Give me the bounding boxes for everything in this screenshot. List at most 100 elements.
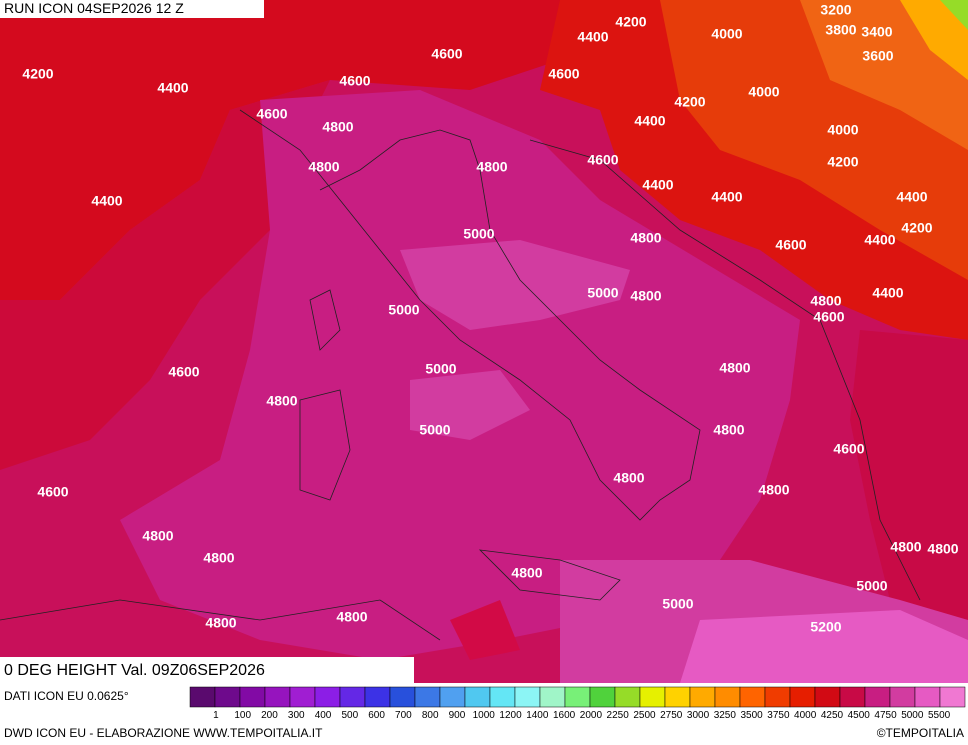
contour-label: 4400 bbox=[91, 193, 122, 209]
legend-label: 4000 bbox=[794, 710, 817, 721]
contour-label: 4400 bbox=[864, 232, 895, 248]
color-legend: 1 100 200 300 400 500 600 700 800 900 1000 1200 1400… bbox=[189, 686, 966, 721]
contour-labels: 4200 4400 4000 3200 3800 3400 3600 4200 4400 4600… bbox=[22, 2, 958, 635]
legend-swatch bbox=[314, 686, 341, 708]
legend-swatch bbox=[364, 686, 391, 708]
coastline bbox=[299, 389, 351, 501]
contour-label: 4600 bbox=[339, 73, 370, 89]
legend-label: 2250 bbox=[607, 710, 630, 721]
contour-label: 3800 bbox=[825, 22, 856, 38]
legend-swatch bbox=[889, 686, 916, 708]
contour-label: 4600 bbox=[813, 309, 844, 325]
legend-label: 3000 bbox=[687, 710, 710, 721]
legend-swatch bbox=[789, 686, 816, 708]
legend-swatch bbox=[864, 686, 891, 708]
contour-label: 4800 bbox=[203, 550, 234, 566]
contour-label: 5000 bbox=[419, 422, 450, 438]
contour-label: 4400 bbox=[711, 189, 742, 205]
contour-label: 4800 bbox=[927, 541, 958, 557]
legend-swatch bbox=[289, 686, 316, 708]
contour-label: 4000 bbox=[711, 26, 742, 42]
legend-swatch bbox=[514, 686, 541, 708]
contour-label: 4600 bbox=[833, 441, 864, 457]
contour-label: 4800 bbox=[713, 422, 744, 438]
contour-label: 4200 bbox=[22, 66, 53, 82]
legend-swatch bbox=[639, 686, 666, 708]
legend-swatch bbox=[689, 686, 716, 708]
contour-label: 5000 bbox=[662, 596, 693, 612]
contour-label: 4800 bbox=[322, 119, 353, 135]
source-text: DATI ICON EU 0.0625° bbox=[4, 689, 129, 703]
contour-label: 4800 bbox=[630, 288, 661, 304]
contour-label: 4800 bbox=[511, 565, 542, 581]
legend-label: 200 bbox=[261, 710, 278, 721]
legend-label: 2500 bbox=[633, 710, 656, 721]
legend-label: 5500 bbox=[928, 710, 951, 721]
legend-swatch bbox=[739, 686, 766, 708]
contour-label: 4400 bbox=[157, 80, 188, 96]
contour-label: 4800 bbox=[336, 609, 367, 625]
run-title: RUN ICON 04SEP2026 12 Z bbox=[4, 0, 184, 16]
legend-label: 3250 bbox=[714, 710, 737, 721]
contour-label: 4600 bbox=[256, 106, 287, 122]
legend-label: 800 bbox=[422, 710, 439, 721]
legend-label: 500 bbox=[341, 710, 358, 721]
contour-label: 4200 bbox=[901, 220, 932, 236]
contour-label: 4200 bbox=[615, 14, 646, 30]
contour-label: 4800 bbox=[308, 159, 339, 175]
legend-swatch bbox=[414, 686, 441, 708]
legend-swatch bbox=[539, 686, 566, 708]
contour-label: 4800 bbox=[630, 230, 661, 246]
legend-label: 1200 bbox=[499, 710, 522, 721]
legend-swatch bbox=[814, 686, 841, 708]
legend-label: 2750 bbox=[660, 710, 683, 721]
field-box bbox=[0, 657, 414, 683]
contour-label: 4800 bbox=[142, 528, 173, 544]
contour-label: 4200 bbox=[674, 94, 705, 110]
legend-swatch bbox=[489, 686, 516, 708]
legend-label: 400 bbox=[315, 710, 332, 721]
legend-label: 4750 bbox=[874, 710, 897, 721]
legend-label: 700 bbox=[395, 710, 412, 721]
legend-swatch bbox=[339, 686, 366, 708]
coastline bbox=[0, 599, 441, 641]
contour-label: 4400 bbox=[577, 29, 608, 45]
legend-swatch bbox=[764, 686, 791, 708]
legend-label: 100 bbox=[234, 710, 251, 721]
legend-label: 3500 bbox=[740, 710, 763, 721]
legend-swatch bbox=[714, 686, 741, 708]
contour-label: 4800 bbox=[810, 293, 841, 309]
contour-label: 5000 bbox=[856, 578, 887, 594]
contour-label: 5200 bbox=[810, 619, 841, 635]
coastline bbox=[309, 289, 341, 351]
contour-label: 4800 bbox=[719, 360, 750, 376]
contour-label: 4200 bbox=[827, 154, 858, 170]
legend-swatch bbox=[239, 686, 266, 708]
legend-label: 600 bbox=[368, 710, 385, 721]
legend-label: 5000 bbox=[901, 710, 924, 721]
legend-label: 1 bbox=[213, 710, 219, 721]
contour-label: 5000 bbox=[587, 285, 618, 301]
map-background bbox=[0, 0, 968, 683]
legend-label: 1000 bbox=[473, 710, 496, 721]
legend-swatch bbox=[189, 686, 216, 708]
contour-label: 4000 bbox=[748, 84, 779, 100]
contour-label: 4800 bbox=[476, 159, 507, 175]
legend-label: 1400 bbox=[526, 710, 549, 721]
coastline bbox=[529, 139, 921, 601]
contour-label: 4600 bbox=[587, 152, 618, 168]
contour-label: 4600 bbox=[548, 66, 579, 82]
contour-label: 4600 bbox=[775, 237, 806, 253]
legend-swatch bbox=[664, 686, 691, 708]
legend-swatch bbox=[389, 686, 416, 708]
legend-swatch bbox=[939, 686, 966, 708]
contour-label: 4400 bbox=[634, 113, 665, 129]
contour-label: 4400 bbox=[896, 189, 927, 205]
legend-label: 4500 bbox=[848, 710, 871, 721]
legend-label: 3750 bbox=[767, 710, 790, 721]
contour-label: 4800 bbox=[613, 470, 644, 486]
legend-label: 2000 bbox=[580, 710, 603, 721]
legend-swatch bbox=[464, 686, 491, 708]
legend-label: 900 bbox=[449, 710, 466, 721]
